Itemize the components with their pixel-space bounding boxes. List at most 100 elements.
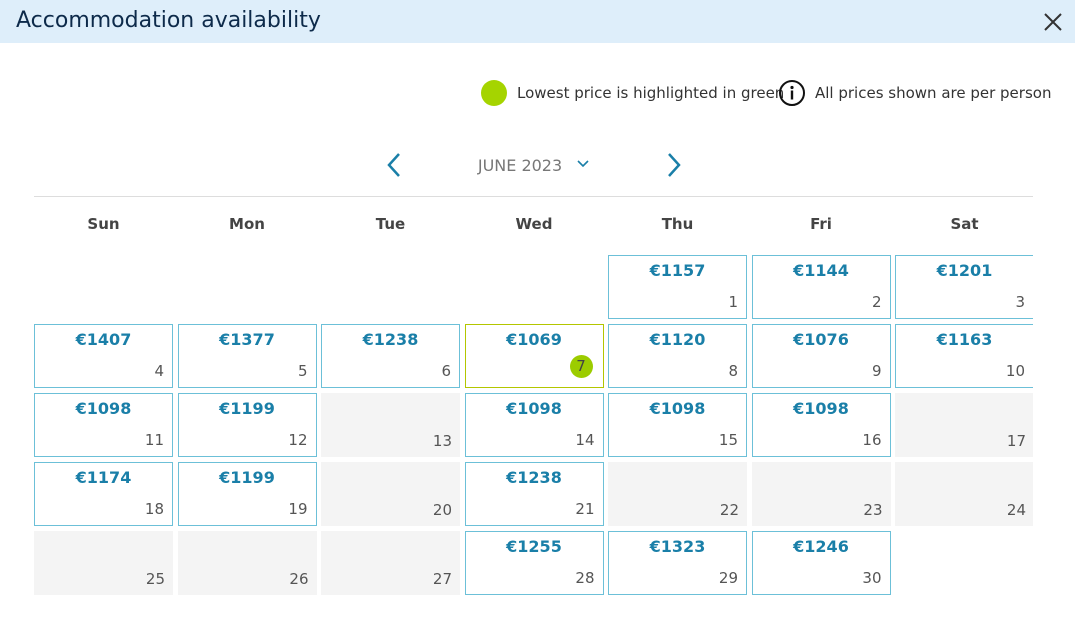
day-number: 16 [862, 431, 882, 449]
day-number: 18 [144, 500, 164, 518]
day-cell: 24 [895, 462, 1033, 526]
price: €1323 [649, 537, 706, 556]
day-cell[interactable]: €1238 6 [321, 324, 460, 388]
day-number: 14 [575, 431, 595, 449]
day-number: 3 [1015, 293, 1025, 311]
day-number: 25 [145, 570, 165, 588]
day-number: 22 [719, 501, 739, 519]
day-cell[interactable]: €1246 30 [751, 531, 891, 595]
calendar-grid: Sun Mon Tue Wed Thu Fri Sat €1157 1 €1144 2 €1201 3 €… [34, 205, 1033, 595]
day-cell[interactable]: €1407 4 [34, 324, 173, 388]
month-label[interactable]: JUNE 2023 [477, 156, 563, 175]
day-number: 2 [871, 293, 882, 311]
price: €1098 [649, 399, 706, 418]
day-number: 20 [432, 501, 452, 519]
day-cell: 25 [34, 531, 173, 595]
day-number: 13 [432, 432, 452, 450]
price: €1246 [793, 537, 849, 556]
day-cell[interactable]: €1238 21 [464, 462, 604, 526]
weekday: Tue [375, 215, 406, 233]
day-number: 26 [289, 570, 309, 588]
price: €1163 [936, 330, 993, 349]
day-cell[interactable]: €1201 3 [895, 255, 1033, 319]
day-cell[interactable]: €1199 19 [177, 462, 317, 526]
day-cell[interactable]: €1120 8 [608, 324, 747, 388]
day-number: 30 [862, 569, 882, 587]
day-number: 24 [1006, 501, 1026, 519]
day-cell[interactable]: €1174 18 [34, 462, 173, 526]
legend-text: Lowest price is highlighted in green [517, 84, 785, 102]
price: €1076 [793, 330, 849, 349]
prev-month[interactable] [385, 152, 405, 178]
day-cell: 13 [321, 393, 460, 457]
day-cell[interactable]: €1377 5 [177, 324, 317, 388]
day-number: 28 [575, 569, 595, 587]
day-number: 27 [432, 570, 452, 588]
price: €1407 [75, 330, 132, 349]
day-cell[interactable]: €1255 28 [464, 531, 604, 595]
day-cell: 23 [751, 462, 891, 526]
day-cell[interactable]: €1144 2 [751, 255, 891, 319]
day-number: 10 [1005, 362, 1025, 380]
weekday: Mon [229, 215, 265, 233]
day-number: 4 [154, 362, 164, 380]
price: €1120 [649, 330, 706, 349]
day-cell: 22 [608, 462, 747, 526]
weekday: Fri [810, 215, 832, 233]
price: €1238 [362, 330, 419, 349]
day-cell[interactable]: €1157 1 [608, 255, 747, 319]
price: €1255 [506, 537, 562, 556]
day-cell[interactable]: €1199 12 [177, 393, 317, 457]
day-cell: 20 [321, 462, 460, 526]
month-dropdown[interactable] [576, 158, 590, 170]
price: €1199 [219, 399, 275, 418]
day-cell[interactable]: €1098 14 [464, 393, 604, 457]
day-cell: 17 [895, 393, 1033, 457]
day-cell[interactable]: €1098 16 [751, 393, 891, 457]
price: €1157 [649, 261, 706, 280]
day-cell: 27 [321, 531, 460, 595]
close-button[interactable] [1043, 12, 1063, 32]
day-cell[interactable]: €1076 9 [751, 324, 891, 388]
day-cell[interactable]: €1163 10 [895, 324, 1033, 388]
day-cell: 26 [177, 531, 317, 595]
price: €1238 [506, 468, 562, 487]
price: €1098 [506, 399, 562, 418]
day-number: 12 [288, 431, 308, 449]
weekday: Thu [661, 215, 694, 233]
day-cell[interactable]: €1098 11 [34, 393, 173, 457]
price: €1199 [219, 468, 275, 487]
price: €1174 [75, 468, 132, 487]
day-number: 17 [1006, 432, 1026, 450]
day-number: 19 [288, 500, 308, 518]
price: €1069 [506, 330, 562, 349]
weekday: Wed [515, 215, 553, 233]
day-number: 11 [144, 431, 164, 449]
day-cell[interactable]: €1098 15 [608, 393, 747, 457]
next-month[interactable] [663, 152, 683, 178]
day-number: 21 [575, 500, 595, 518]
weekday: Sun [87, 215, 120, 233]
weekday: Sat [950, 215, 979, 233]
day-number: 7 [569, 355, 593, 378]
price: €1098 [75, 399, 132, 418]
price: €1144 [793, 261, 849, 280]
day-cell[interactable]: €1323 29 [608, 531, 747, 595]
header: Accommodation availability [0, 0, 1075, 43]
day-number: 6 [441, 362, 451, 380]
title: Accommodation availability [16, 8, 321, 33]
day-cell[interactable]: €1069 7 [464, 324, 604, 388]
day-number: 29 [718, 569, 738, 587]
day-number: 15 [718, 431, 738, 449]
legend-text: All prices shown are per person [815, 84, 1052, 102]
info-icon [779, 80, 805, 106]
green-dot [481, 80, 507, 106]
day-number: 9 [871, 362, 882, 380]
day-number: 8 [728, 362, 738, 380]
price: €1201 [936, 261, 993, 280]
price: €1377 [219, 330, 275, 349]
day-number: 23 [863, 501, 883, 519]
day-number: 1 [728, 293, 738, 311]
day-number: 5 [297, 362, 308, 380]
